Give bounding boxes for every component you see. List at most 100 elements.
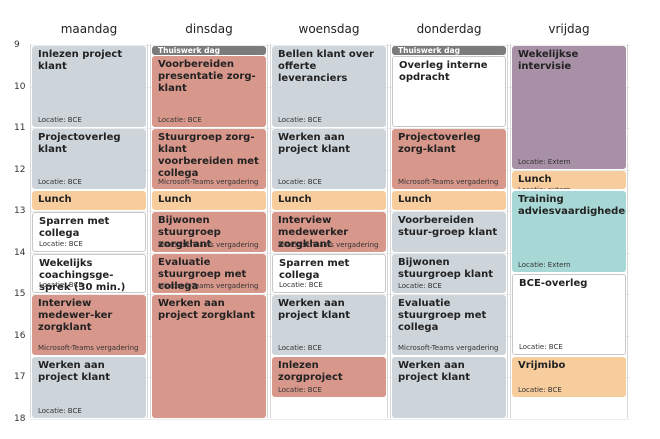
event: Stuurgroep zorg-klant voorbereiden met c… [152,129,266,190]
event: Voorbereiden stuur-groep klant [392,212,506,252]
event: Werken aan project zorgklant [152,295,266,418]
day-column [150,44,268,418]
event-title: Inlezen zorgproject [278,360,343,384]
event-location: Locatie: BCE [38,116,82,124]
hour-line [30,418,630,420]
event: Evaluatie stuurgroep met collega Microsof… [152,253,266,293]
event-location: Locatie: BCE [38,406,82,415]
event-title: Interview medewerker zorgklant [278,215,349,250]
day-header: maandag [60,22,118,36]
event-title: Lunch [398,194,432,206]
event-title: BCE-overleg [519,278,588,290]
event: Lunch [392,191,506,210]
hour-line [30,45,630,46]
event-location: Microsoft-Teams vergadering [398,344,499,353]
event-title: Evaluatie stuurgroep met collega [398,298,487,333]
event: Interview medewerker zorgklant Microsoft-… [272,212,386,252]
event-location: Locatie: BCE [39,239,83,248]
day-column [390,44,508,418]
event-title: Sparren met collega [39,216,110,239]
event-location: Locatie: BCE [39,281,83,289]
event-title: Inlezen project klant [38,49,123,72]
day-column [510,44,628,418]
day-header: woensdag [298,22,360,36]
event-location: Locatie: Extern [518,157,571,166]
event-location: Microsoft-Teams vergadering [38,344,139,353]
event-title: Vrijmibo [518,360,566,372]
event-location: Locatie: BCE [518,385,562,394]
event-title: Sparren met collega [279,257,350,281]
day-header: dinsdag [185,22,233,36]
event: Werken aan project klant Locatie: BCE [272,295,386,356]
event-location: Locatie: BCE [519,343,563,352]
event-location: Locatie: BCE [278,344,322,353]
event-title: Bijwonen stuurgroep zorgklant [158,215,221,250]
event-title: Projectoverleg klant [38,132,121,155]
event-location: Microsoft-Teams vergadering [278,240,379,249]
event: Training adviesvaardigheden Locatie: Exte… [512,191,626,273]
hour-line [30,252,630,254]
event-title: Werken aan project zorgklant [158,298,255,321]
event: Interview medewer-ker zorgklant Microsoft… [32,295,146,356]
event: Werken aan project klant Locatie: BCE [32,357,146,418]
event: Bijwonen stuurgroep klant Locatie: BCE [392,253,506,293]
day-header: vrijdag [548,22,590,36]
hour-label: 9 [14,40,20,50]
hour-label: 15 [14,289,26,299]
event: Voorbereiden presentatie zorg-klant Locat… [152,56,266,127]
event-location: Microsoft-Teams vergadering [158,240,259,249]
hour-label: 11 [14,123,26,133]
event: Lunch [32,191,146,210]
event-location: Locatie: BCE [279,281,323,289]
event: Projectoverleg klant Locatie: BCE [32,129,146,190]
event-location: Locatie: BCE [278,385,322,394]
event-location: Locatie: BCE [38,178,82,187]
hour-label: 12 [14,164,26,175]
event: Wekelijkse intervisie Locatie: Extern [512,46,626,169]
hour-label: 14 [14,247,26,258]
event-title: Lunch [158,194,192,206]
hour-label: 10 [14,81,26,92]
event: Werken aan project klant Locatie: BCE [272,129,386,190]
event-location: Locatie: BCE [158,116,202,124]
event: Bijwonen stuurgroep zorgklant Microsoft-T… [152,212,266,252]
event: Vrijmibo Locatie: BCE [512,357,626,397]
day-column [30,44,148,418]
event-title: Voorbereiden presentatie zorg-klant [158,59,256,95]
event-location: Locatie: Extern [518,261,571,270]
event-title: Wekelijkse intervisie [518,49,579,72]
event-location: Microsoft-Teams vergadering [398,178,499,187]
event-title: Voorbereiden stuur-groep klant [398,215,498,238]
event: Overleg interne opdracht [392,56,506,127]
event: Bellen klant over offerte leveranciers Lo… [272,46,386,127]
event-location: Microsoft-Teams vergadering [158,178,259,187]
event-location: Locatie: BCE [278,178,322,187]
event-location: Locatie: BCE [398,282,442,290]
event: BCE-overleg Locatie: BCE [512,274,626,356]
banner: Thuiswerk dag [152,46,266,55]
day-column [270,44,388,418]
event: Sparren met collega Locatie: BCE [32,212,146,252]
hour-label: 17 [14,372,26,382]
event-title: Lunch [518,173,552,185]
day-header: donderdag [416,22,482,36]
event-title: Lunch [38,194,72,206]
event-location: Microsoft-Teams vergadering [158,282,259,290]
event-title: Evaluatie stuurgroep met collega [158,256,247,292]
event-title: Stuurgroep zorg-klant voorbereiden met c… [158,132,259,179]
event-title: Wekelijks coachingsge-sprek (30 min.) [39,257,126,293]
event-title: Projectoverleg zorg-klant [398,132,481,155]
event: Evaluatie stuurgroep met collega Microsof… [392,295,506,356]
event: Inlezen project klant Locatie: BCE [32,46,146,127]
event-title: Bellen klant over offerte leveranciers [278,49,374,84]
event-location: Locatie: BCE [278,116,322,124]
event: Werken aan project klant [392,357,506,418]
event-title: Werken aan project klant [278,298,351,321]
hour-line [30,128,630,129]
event-location: Locatie: extern [518,186,620,190]
event-title: Werken aan project klant [38,360,111,384]
hour-label: 16 [14,330,26,341]
event: Lunch [152,191,266,210]
banner: Thuiswerk dag [392,46,506,55]
